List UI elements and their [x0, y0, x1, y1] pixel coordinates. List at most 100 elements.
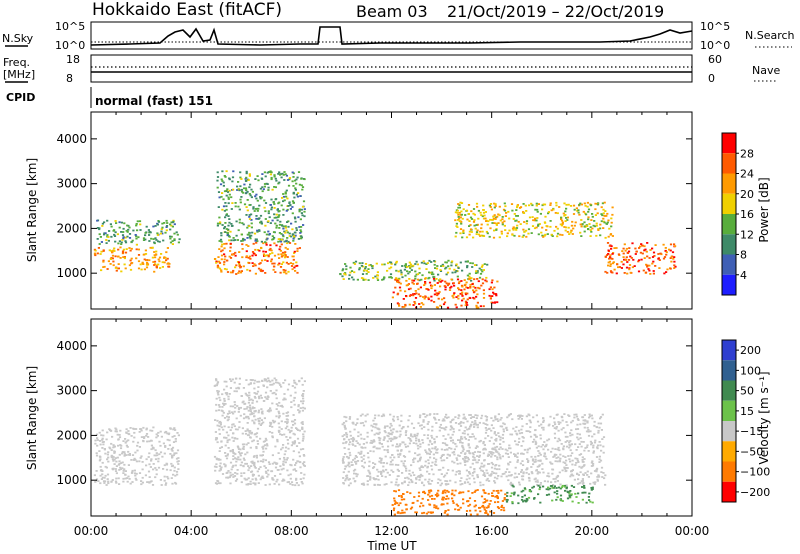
velocity-cell	[240, 461, 243, 464]
power-cell	[437, 292, 440, 295]
power-cell	[342, 268, 345, 271]
power-cell	[470, 277, 473, 279]
power-cell	[117, 248, 120, 251]
power-cell	[519, 207, 522, 209]
power-cell	[651, 247, 654, 250]
velocity-cell	[234, 464, 237, 467]
velocity-cell	[143, 437, 146, 439]
velocity-cell	[380, 415, 383, 418]
power-cell	[473, 219, 476, 221]
velocity-cell	[382, 439, 385, 441]
velocity-cell	[368, 465, 371, 468]
velocity-cell	[590, 414, 593, 417]
velocity-cell	[488, 480, 491, 482]
velocity-cell	[240, 475, 243, 477]
power-cell	[253, 210, 256, 212]
power-cell	[249, 237, 252, 240]
velocity-cell	[114, 430, 117, 433]
velocity-cell	[446, 453, 449, 456]
colorbar-swatch	[722, 234, 736, 255]
velocity-cell	[468, 483, 471, 486]
velocity-cell	[246, 478, 249, 481]
velocity-cell	[231, 473, 234, 476]
velocity-cell	[260, 419, 263, 421]
velocity-cell	[499, 418, 502, 421]
velocity-cell	[480, 469, 483, 472]
power-cell	[418, 272, 421, 274]
power-cell	[469, 285, 472, 288]
velocity-cell	[225, 457, 229, 460]
velocity-cell	[301, 394, 304, 397]
power-cell	[533, 219, 536, 222]
velocity-cell	[228, 438, 231, 441]
velocity-colorbar-label: Velocity [m s⁻¹]	[757, 371, 771, 464]
velocity-cell	[233, 425, 236, 428]
velocity-cell	[556, 496, 559, 499]
velocity-cell	[517, 441, 521, 443]
power-cell	[559, 233, 562, 236]
power-cell	[228, 189, 231, 192]
velocity-cell	[397, 475, 400, 477]
velocity-cell	[465, 510, 469, 512]
power-cell	[286, 248, 289, 250]
velocity-cell	[361, 447, 364, 449]
velocity-cell	[289, 436, 292, 439]
velocity-cell	[155, 433, 158, 436]
power-cell	[300, 212, 303, 214]
velocity-cell	[303, 430, 306, 433]
power-cell	[297, 238, 300, 240]
power-cell	[613, 247, 616, 249]
velocity-cell	[276, 404, 280, 407]
velocity-cell	[292, 450, 295, 453]
velocity-cell	[102, 434, 105, 437]
power-cell	[239, 198, 242, 201]
power-cell	[499, 219, 502, 222]
velocity-cell	[223, 388, 226, 391]
power-cell	[239, 201, 242, 204]
velocity-cell	[484, 501, 487, 503]
power-cell	[544, 233, 547, 236]
power-cell	[558, 206, 561, 208]
velocity-cell	[177, 468, 180, 470]
velocity-cell	[399, 502, 402, 505]
power-cell	[135, 237, 138, 240]
velocity-cell	[493, 467, 496, 470]
power-cell	[234, 205, 237, 208]
power-cell	[494, 205, 497, 207]
power-cell	[397, 278, 401, 281]
power-cell	[216, 179, 219, 182]
velocity-cell	[415, 437, 418, 440]
power-cell	[143, 253, 146, 256]
power-cell	[348, 277, 351, 280]
velocity-cell	[343, 434, 346, 436]
power-cell	[538, 223, 541, 225]
velocity-cell	[399, 452, 402, 455]
velocity-cell	[265, 443, 269, 445]
velocity-cell	[256, 427, 260, 430]
velocity-cell	[426, 434, 430, 437]
velocity-cell	[585, 446, 589, 449]
power-cell	[638, 259, 641, 262]
velocity-cell	[477, 450, 480, 453]
power-cell	[287, 184, 291, 187]
velocity-cell	[266, 410, 269, 412]
velocity-cell	[125, 454, 128, 456]
velocity-cell	[401, 512, 404, 514]
power-cell	[237, 181, 240, 183]
power-cell	[573, 224, 576, 227]
velocity-cell	[251, 399, 254, 402]
power-cell	[581, 223, 584, 225]
velocity-cell	[547, 448, 550, 451]
velocity-cell	[154, 467, 157, 469]
velocity-cell	[521, 415, 524, 417]
power-cell	[242, 223, 245, 226]
power-cell	[420, 302, 423, 304]
velocity-cell	[246, 483, 249, 486]
power-cell	[460, 293, 464, 296]
power-cell	[274, 271, 277, 273]
velocity-cell	[121, 451, 124, 453]
power-cell	[242, 265, 245, 268]
y-tick-label: 2000	[56, 221, 87, 235]
velocity-cell	[417, 438, 420, 441]
power-cell	[112, 264, 115, 267]
